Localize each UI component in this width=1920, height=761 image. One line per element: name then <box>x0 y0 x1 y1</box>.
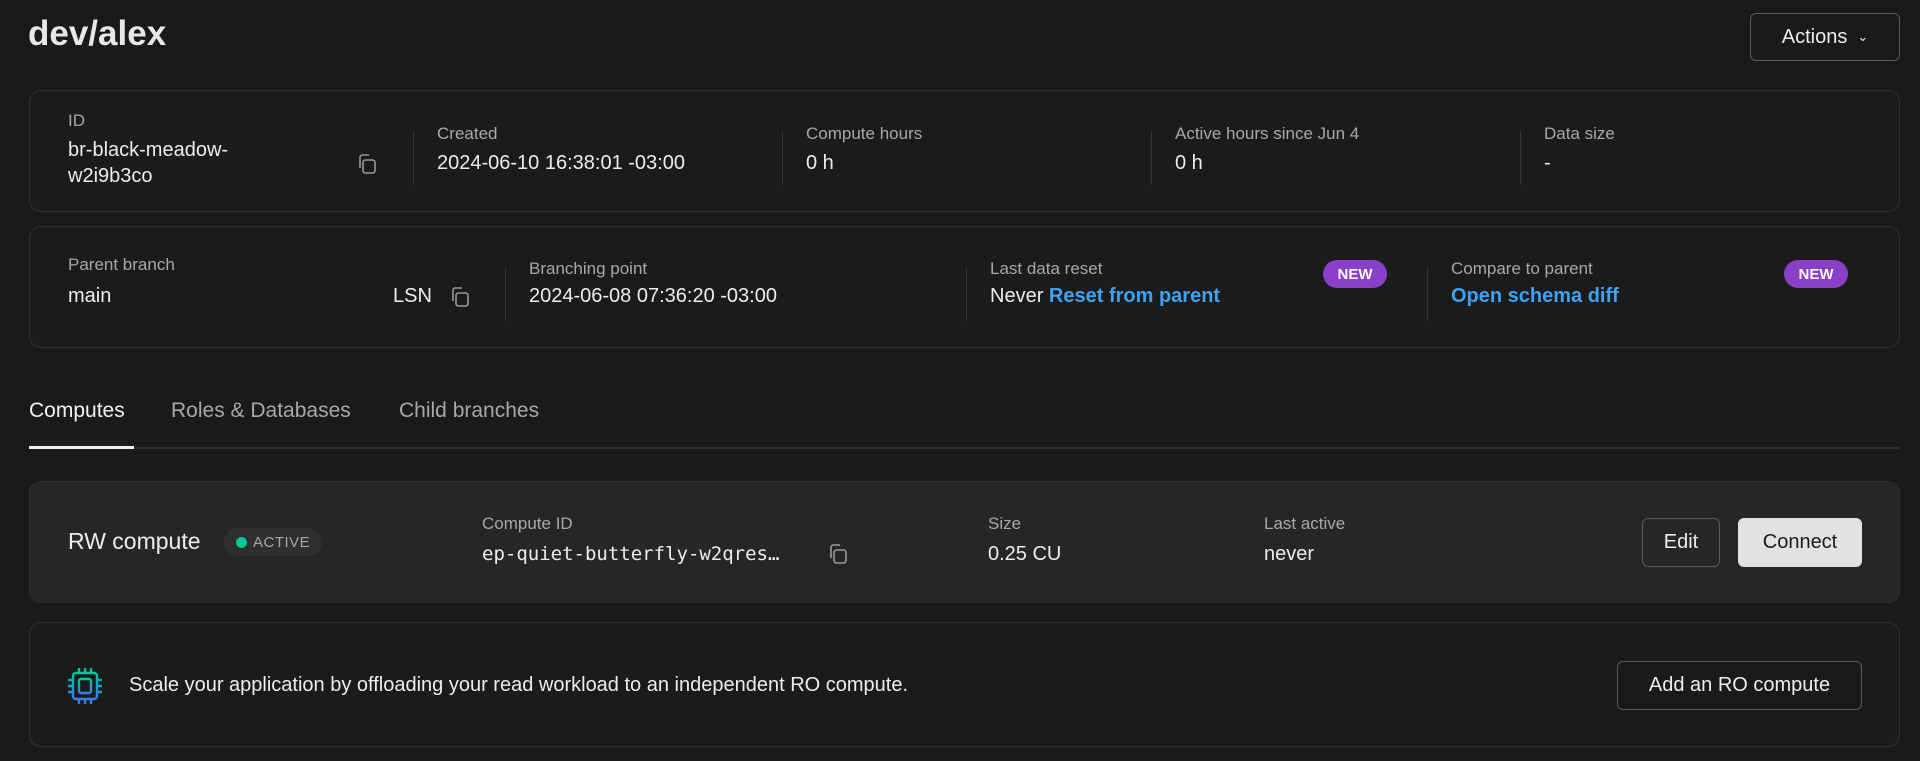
active-hours-value: 0 h <box>1175 152 1203 174</box>
branch-info-card: ID br-black-meadow- w2i9b3co Created 202… <box>29 90 1900 212</box>
connect-button[interactable]: Connect <box>1738 518 1862 567</box>
active-hours-label: Active hours since Jun 4 <box>1175 124 1360 143</box>
divider <box>505 267 506 321</box>
tab-computes[interactable]: Computes <box>29 399 125 422</box>
page-title: dev/alex <box>28 14 167 53</box>
status-badge: ACTIVE <box>224 528 323 556</box>
reset-value: Never <box>990 285 1044 307</box>
parent-info-card: Parent branch main LSN Branching point 2… <box>29 226 1900 348</box>
tab-child-branches[interactable]: Child branches <box>399 399 540 422</box>
size-label: Size <box>988 514 1022 533</box>
created-label: Created <box>437 124 498 143</box>
rw-compute-card: RW compute ACTIVE Compute ID ep-quiet-bu… <box>29 481 1900 603</box>
last-reset-value: Never Reset from parent <box>990 283 1220 309</box>
status-dot-icon <box>236 536 247 548</box>
chip-icon <box>68 668 102 704</box>
ro-description: Scale your application by offloading you… <box>129 674 909 696</box>
divider <box>1520 131 1521 185</box>
parent-branch-label: Parent branch <box>68 255 175 274</box>
compute-hours-value: 0 h <box>806 152 834 174</box>
edit-button[interactable]: Edit <box>1642 518 1720 567</box>
tab-roles-databases[interactable]: Roles & Databases <box>171 399 351 422</box>
data-size-value: - <box>1544 152 1551 174</box>
tab-divider <box>29 447 1900 449</box>
active-tab-indicator <box>29 446 134 449</box>
compare-label: Compare to parent <box>1451 259 1593 278</box>
last-reset-label: Last data reset <box>990 259 1103 278</box>
size-value: 0.25 CU <box>988 543 1062 565</box>
status-text: ACTIVE <box>253 533 311 551</box>
parent-branch-value[interactable]: main <box>68 285 112 307</box>
lsn-label: LSN <box>393 285 432 307</box>
divider <box>966 267 967 321</box>
data-size-label: Data size <box>1544 124 1615 143</box>
copy-icon[interactable] <box>826 542 850 566</box>
divider <box>1151 131 1152 185</box>
new-badge: NEW <box>1784 260 1848 288</box>
ro-compute-card: Scale your application by offloading you… <box>29 622 1900 747</box>
open-schema-diff-link[interactable]: Open schema diff <box>1451 285 1619 307</box>
branching-point-label: Branching point <box>529 259 648 278</box>
compute-title: RW compute <box>68 528 201 554</box>
created-value: 2024-06-10 16:38:01 -03:00 <box>437 152 685 174</box>
compute-id-label: Compute ID <box>482 514 573 533</box>
compute-hours-label: Compute hours <box>806 124 923 143</box>
new-badge: NEW <box>1323 260 1387 288</box>
id-value-1: br-black-meadow- <box>68 139 229 161</box>
last-active-value: never <box>1264 543 1315 565</box>
divider <box>1427 267 1428 321</box>
branching-point-value: 2024-06-08 07:36:20 -03:00 <box>529 285 777 307</box>
reset-from-parent-link[interactable]: Reset from parent <box>1048 285 1221 307</box>
copy-icon[interactable] <box>355 152 379 176</box>
compute-id-value: ep-quiet-butterfly-w2qres… <box>482 543 780 565</box>
divider <box>413 131 414 185</box>
divider <box>782 131 783 185</box>
add-ro-compute-button[interactable]: Add an RO compute <box>1617 661 1862 710</box>
last-active-label: Last active <box>1264 514 1346 533</box>
id-value-2: w2i9b3co <box>68 165 153 187</box>
id-label: ID <box>68 111 85 130</box>
actions-label: Actions <box>1781 25 1848 48</box>
copy-icon[interactable] <box>448 285 472 309</box>
chevron-down-icon: ⌄ <box>1857 29 1869 44</box>
actions-button[interactable]: Actions ⌄ <box>1750 13 1900 61</box>
